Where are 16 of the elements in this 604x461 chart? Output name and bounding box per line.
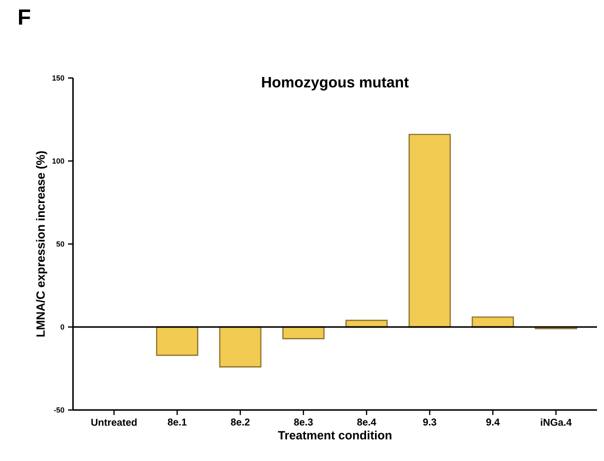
text: F [18, 10, 30, 25]
x-tick-label: 8e.1 [168, 418, 187, 426]
chart-title: Homozygous mutant [262, 77, 409, 91]
x-tick-label: 9.4 [486, 418, 500, 426]
x-tick-label: 8e.3 [294, 418, 313, 426]
x-tick-label: 9.3 [423, 418, 436, 426]
x-tick-label: 8e.4 [357, 418, 376, 426]
bar [408, 134, 451, 328]
bar [219, 326, 262, 368]
bar [472, 316, 514, 328]
y-axis-title: LMNA/C expression increase (%) [36, 151, 48, 337]
bar [156, 326, 198, 356]
x-tick-label: 8e.2 [230, 418, 250, 426]
x-tick-label: iNGa.4 [540, 418, 572, 426]
x-axis-title: Treatment condition [278, 430, 392, 440]
x-tick-label: Untreated [91, 418, 137, 426]
